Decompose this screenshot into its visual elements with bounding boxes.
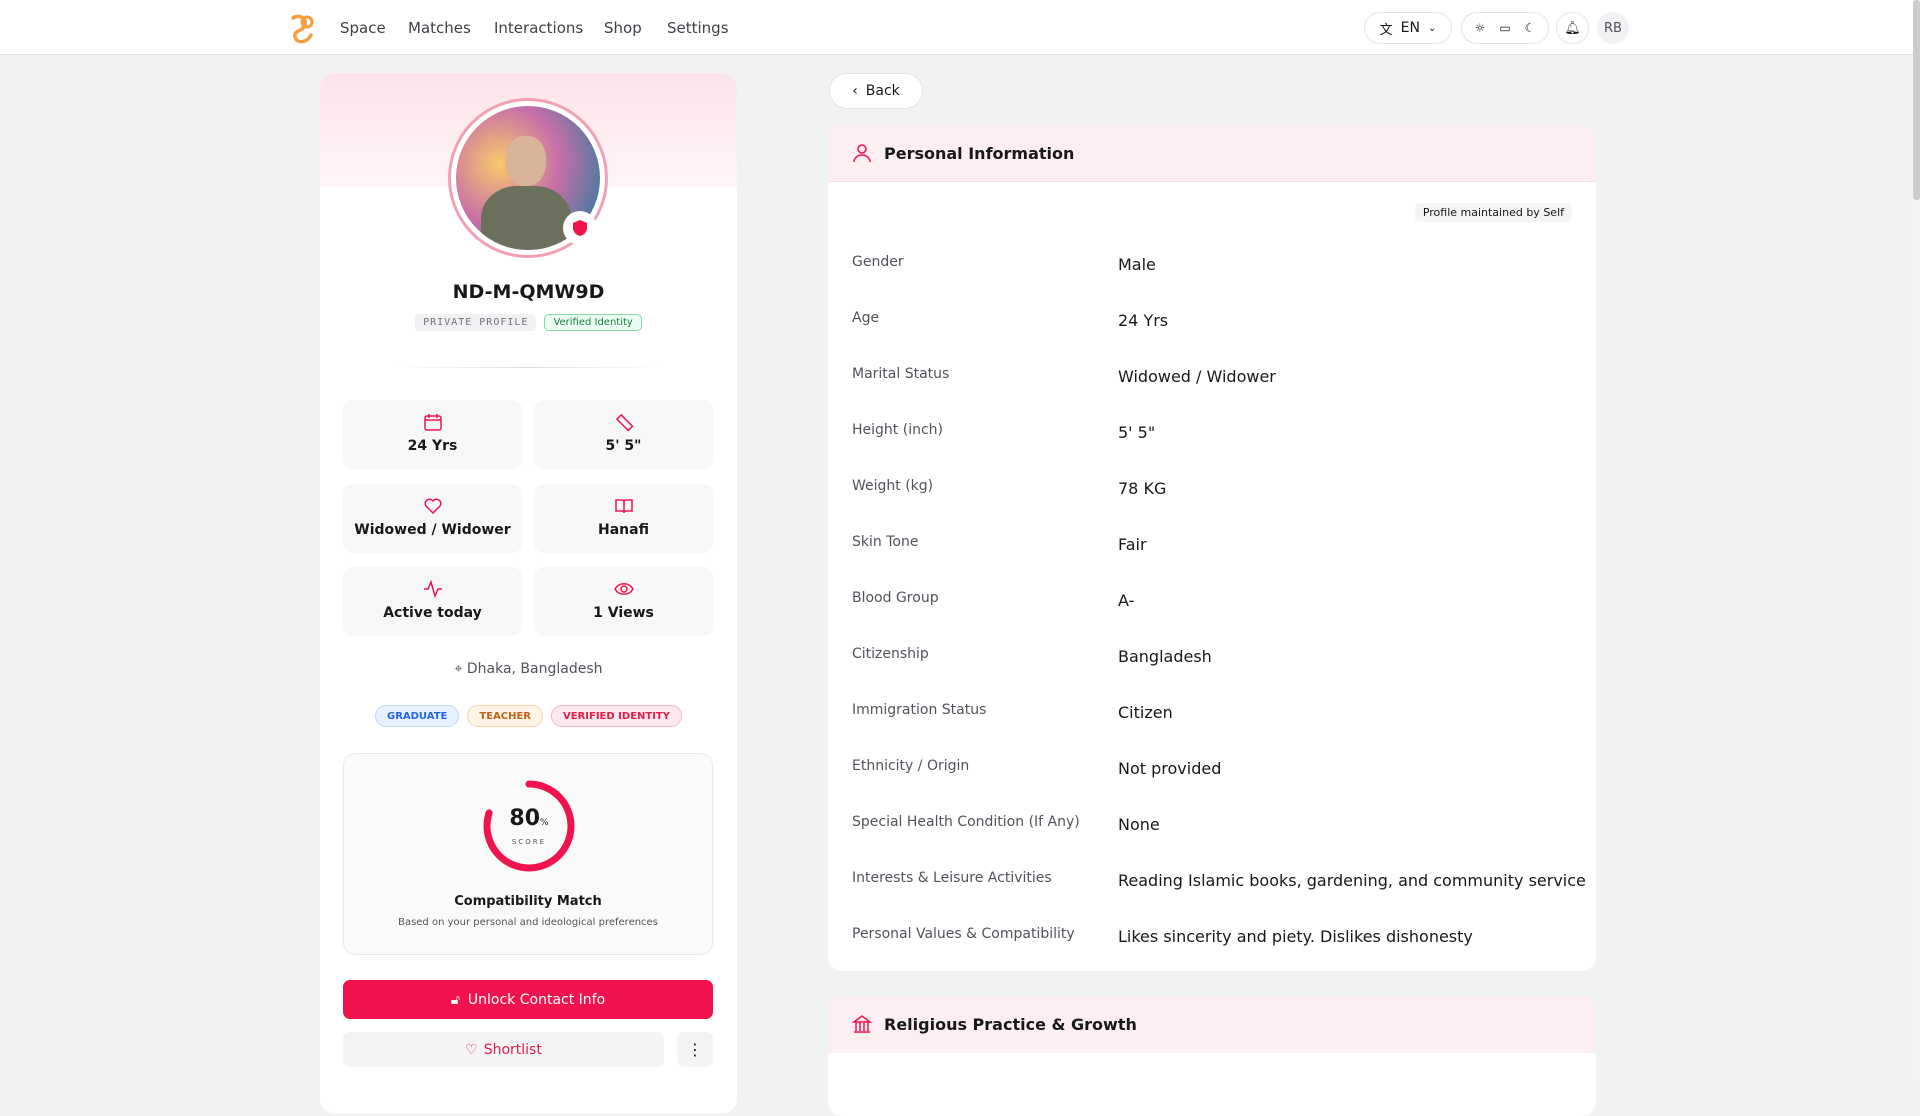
score-label: SCORE bbox=[511, 838, 547, 846]
location-text: Dhaka, Bangladesh bbox=[466, 661, 603, 677]
stat-value: Hanafi bbox=[598, 522, 649, 538]
language: EN bbox=[1400, 20, 1420, 36]
navbar: Space Matches Interactions Shop Settings 文 EN… bbox=[0, 0, 1913, 55]
verified-badge: Verified Identity bbox=[544, 314, 642, 331]
field-label: Citizenship bbox=[852, 646, 929, 662]
card-header: Personal Information bbox=[828, 125, 1596, 182]
stat-value: 1 Views bbox=[593, 605, 654, 621]
back-text: Back bbox=[865, 83, 900, 99]
field-label: Marital Status bbox=[852, 366, 950, 382]
avatar-initials: RB bbox=[1604, 20, 1622, 36]
avatar bbox=[448, 98, 608, 258]
nav-item[interactable]: Matches bbox=[408, 19, 471, 37]
profile-name: ND-M-QMW9D bbox=[452, 281, 605, 303]
stat-activity: Active today bbox=[343, 567, 522, 636]
theme-toggle[interactable]: ☼ ▭ ☾ bbox=[1461, 12, 1549, 44]
score-unit: % bbox=[540, 818, 549, 828]
notifications[interactable]: 🔔︎ bbox=[1556, 12, 1589, 44]
field-value: Fair bbox=[1118, 535, 1147, 554]
logo[interactable] bbox=[285, 12, 317, 44]
location: ⌖ Dhaka, Bangladesh bbox=[454, 661, 603, 677]
tag-graduate: GRADUATE bbox=[374, 705, 460, 727]
field-label: Ethnicity / Origin bbox=[852, 758, 970, 774]
field-value: A- bbox=[1118, 591, 1135, 610]
card-title: Religious Practice & Growth bbox=[884, 1015, 1137, 1034]
unlock-button[interactable]: 🔓︎ Unlock Contact Info bbox=[343, 980, 713, 1019]
field-value: Not provided bbox=[1118, 759, 1222, 778]
stat-value: Widowed / Widower bbox=[354, 522, 511, 538]
field-value: Likes sincerity and piety. Dislikes dish… bbox=[1118, 927, 1473, 946]
tag-teacher: TEACHER bbox=[467, 705, 544, 727]
field-label: Height (inch) bbox=[852, 422, 943, 438]
field-label: Weight (kg) bbox=[852, 478, 934, 494]
score: 80 bbox=[509, 806, 541, 831]
stat-marital: Widowed / Widower bbox=[343, 484, 522, 553]
compat-subtitle: Based on your personal and ideological p… bbox=[398, 917, 658, 928]
divider bbox=[392, 367, 665, 368]
card-title: Personal Information bbox=[884, 144, 1075, 163]
field-value: Widowed / Widower bbox=[1118, 367, 1276, 386]
nav-item[interactable]: Interactions bbox=[494, 19, 584, 37]
stat-height: 5' 5" bbox=[534, 400, 713, 469]
field-value: Bangladesh bbox=[1118, 647, 1212, 666]
personal-info-card: Personal Information Profile maintained … bbox=[828, 125, 1596, 971]
language-selector[interactable]: 文 EN ⌄ bbox=[1364, 12, 1452, 44]
nav-item[interactable]: Space bbox=[340, 19, 386, 37]
field-label: Gender bbox=[852, 254, 904, 270]
card-header: Religious Practice & Growth bbox=[828, 996, 1596, 1053]
button-text: Unlock Contact Info bbox=[467, 991, 606, 1008]
field-label: Personal Values & Compatibility bbox=[852, 926, 1075, 942]
scrollbar bbox=[1913, 0, 1920, 1080]
more-button[interactable]: ⋮ bbox=[677, 1032, 713, 1067]
field-label: Skin Tone bbox=[852, 534, 919, 550]
tag-verified: VERIFIED IDENTITY bbox=[551, 705, 682, 727]
compat-title: Compatibility Match bbox=[454, 894, 602, 909]
stat-value: 24 Yrs bbox=[407, 438, 458, 454]
shield-badge bbox=[563, 211, 597, 245]
compatibility-box: 80% SCORE Compatibility Match Based on y… bbox=[343, 753, 713, 955]
maintained-badge: Profile maintained by Self bbox=[1414, 203, 1572, 222]
field-value: Male bbox=[1118, 255, 1156, 274]
religious-card: Religious Practice & Growth bbox=[828, 996, 1596, 1116]
field-value: Reading Islamic books, gardening, and co… bbox=[1118, 871, 1586, 890]
stat-madhab: Hanafi bbox=[534, 484, 713, 553]
stat-value: Active today bbox=[383, 605, 482, 621]
field-label: Age bbox=[852, 310, 880, 326]
user-avatar[interactable]: RB bbox=[1597, 12, 1629, 44]
back-button[interactable]: ‹ Back bbox=[829, 73, 923, 109]
field-value: 5' 5" bbox=[1118, 423, 1156, 442]
field-value: 78 KG bbox=[1118, 479, 1167, 498]
score-ring bbox=[483, 780, 575, 872]
stat-value: 5' 5" bbox=[605, 438, 642, 454]
shortlist-button[interactable]: ♡ Shortlist bbox=[343, 1032, 664, 1067]
profile-card: ND-M-QMW9D PRIVATE PROFILE Verified Iden… bbox=[320, 73, 737, 1113]
stat-age: 24 Yrs bbox=[343, 400, 522, 469]
field-value: Citizen bbox=[1118, 703, 1173, 722]
nav-item[interactable]: Settings bbox=[667, 19, 729, 37]
field-label: Special Health Condition (If Any) bbox=[852, 814, 1080, 830]
field-label: Interests & Leisure Activities bbox=[852, 870, 1052, 886]
field-value: 24 Yrs bbox=[1118, 311, 1169, 330]
field-label: Immigration Status bbox=[852, 702, 987, 718]
private-badge: PRIVATE PROFILE bbox=[415, 314, 537, 331]
button-text: Shortlist bbox=[483, 1041, 542, 1058]
field-value: None bbox=[1118, 815, 1160, 834]
field-label: Blood Group bbox=[852, 590, 939, 606]
stat-views: 1 Views bbox=[534, 567, 713, 636]
nav-item[interactable]: Shop bbox=[604, 19, 642, 37]
